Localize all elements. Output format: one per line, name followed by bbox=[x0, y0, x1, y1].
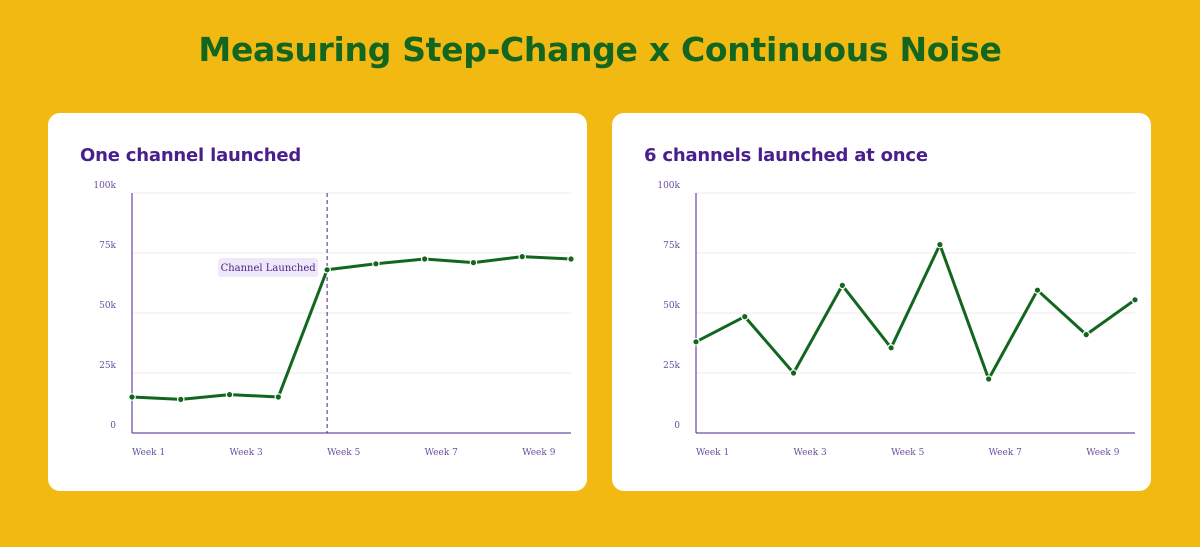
data-point bbox=[1033, 286, 1042, 295]
data-point bbox=[1131, 296, 1139, 304]
data-point bbox=[984, 375, 993, 383]
data-point bbox=[274, 393, 283, 401]
x-tick-label: Week 1 bbox=[696, 448, 729, 458]
x-tick-label: Week 1 bbox=[132, 448, 165, 458]
data-point bbox=[740, 312, 749, 321]
series-line bbox=[694, 243, 1137, 381]
y-tick-label: 25k bbox=[99, 361, 116, 371]
y-tick-label: 75k bbox=[99, 241, 116, 251]
data-point bbox=[128, 393, 136, 401]
data-point bbox=[323, 266, 331, 274]
y-tick-label: 25k bbox=[663, 361, 680, 371]
x-tick-label: Week 9 bbox=[522, 448, 555, 458]
data-point bbox=[567, 255, 575, 263]
line-chart-one-channel: 0 25k 50k 75k 100k Week 1 Week 3 Week 5 Week 7 We… bbox=[93, 181, 575, 458]
x-tick-label: Week 5 bbox=[327, 448, 360, 458]
data-point bbox=[518, 252, 527, 261]
data-point bbox=[225, 390, 234, 399]
data-point bbox=[692, 338, 700, 346]
page-title: Measuring Step-Change x Continuous Noise bbox=[198, 30, 1002, 69]
y-tick-label: 0 bbox=[110, 421, 116, 431]
y-tick-label: 0 bbox=[674, 421, 680, 431]
data-point bbox=[789, 369, 798, 377]
y-tick-label: 50k bbox=[99, 301, 116, 311]
annotation-box bbox=[218, 258, 319, 277]
line-chart-six-channels: 0 25k 50k 75k 100k Week 1 Week 3 Week 5 Week 7 We… bbox=[657, 181, 1139, 458]
data-point bbox=[936, 240, 944, 249]
y-tick-label: 100k bbox=[93, 181, 116, 191]
data-point bbox=[887, 344, 895, 352]
y-tick-label: 75k bbox=[663, 241, 680, 251]
series-line bbox=[130, 255, 573, 401]
annotation-label: Channel Launched bbox=[221, 263, 317, 274]
chart-card-six-channels: 6 channels launched at once 0 25k 50k 75k 10… bbox=[612, 113, 1151, 491]
x-tick-label: Week 3 bbox=[794, 448, 827, 458]
data-point bbox=[838, 281, 847, 290]
chart-title: One channel launched bbox=[80, 145, 302, 166]
chart-title: 6 channels launched at once bbox=[644, 145, 928, 166]
x-tick-label: Week 7 bbox=[989, 448, 1022, 458]
data-point bbox=[1082, 330, 1091, 339]
data-point bbox=[176, 395, 185, 404]
x-tick-label: Week 5 bbox=[891, 448, 924, 458]
x-tick-label: Week 7 bbox=[425, 448, 458, 458]
data-point bbox=[469, 258, 478, 267]
data-point bbox=[420, 255, 429, 263]
chart-card-one-channel: One channel launched 0 25k 50k 75k 100k Week … bbox=[48, 113, 587, 491]
y-tick-label: 100k bbox=[657, 181, 680, 191]
x-tick-label: Week 9 bbox=[1086, 448, 1119, 458]
y-tick-label: 50k bbox=[663, 301, 680, 311]
x-tick-label: Week 3 bbox=[230, 448, 263, 458]
data-point bbox=[372, 260, 380, 268]
